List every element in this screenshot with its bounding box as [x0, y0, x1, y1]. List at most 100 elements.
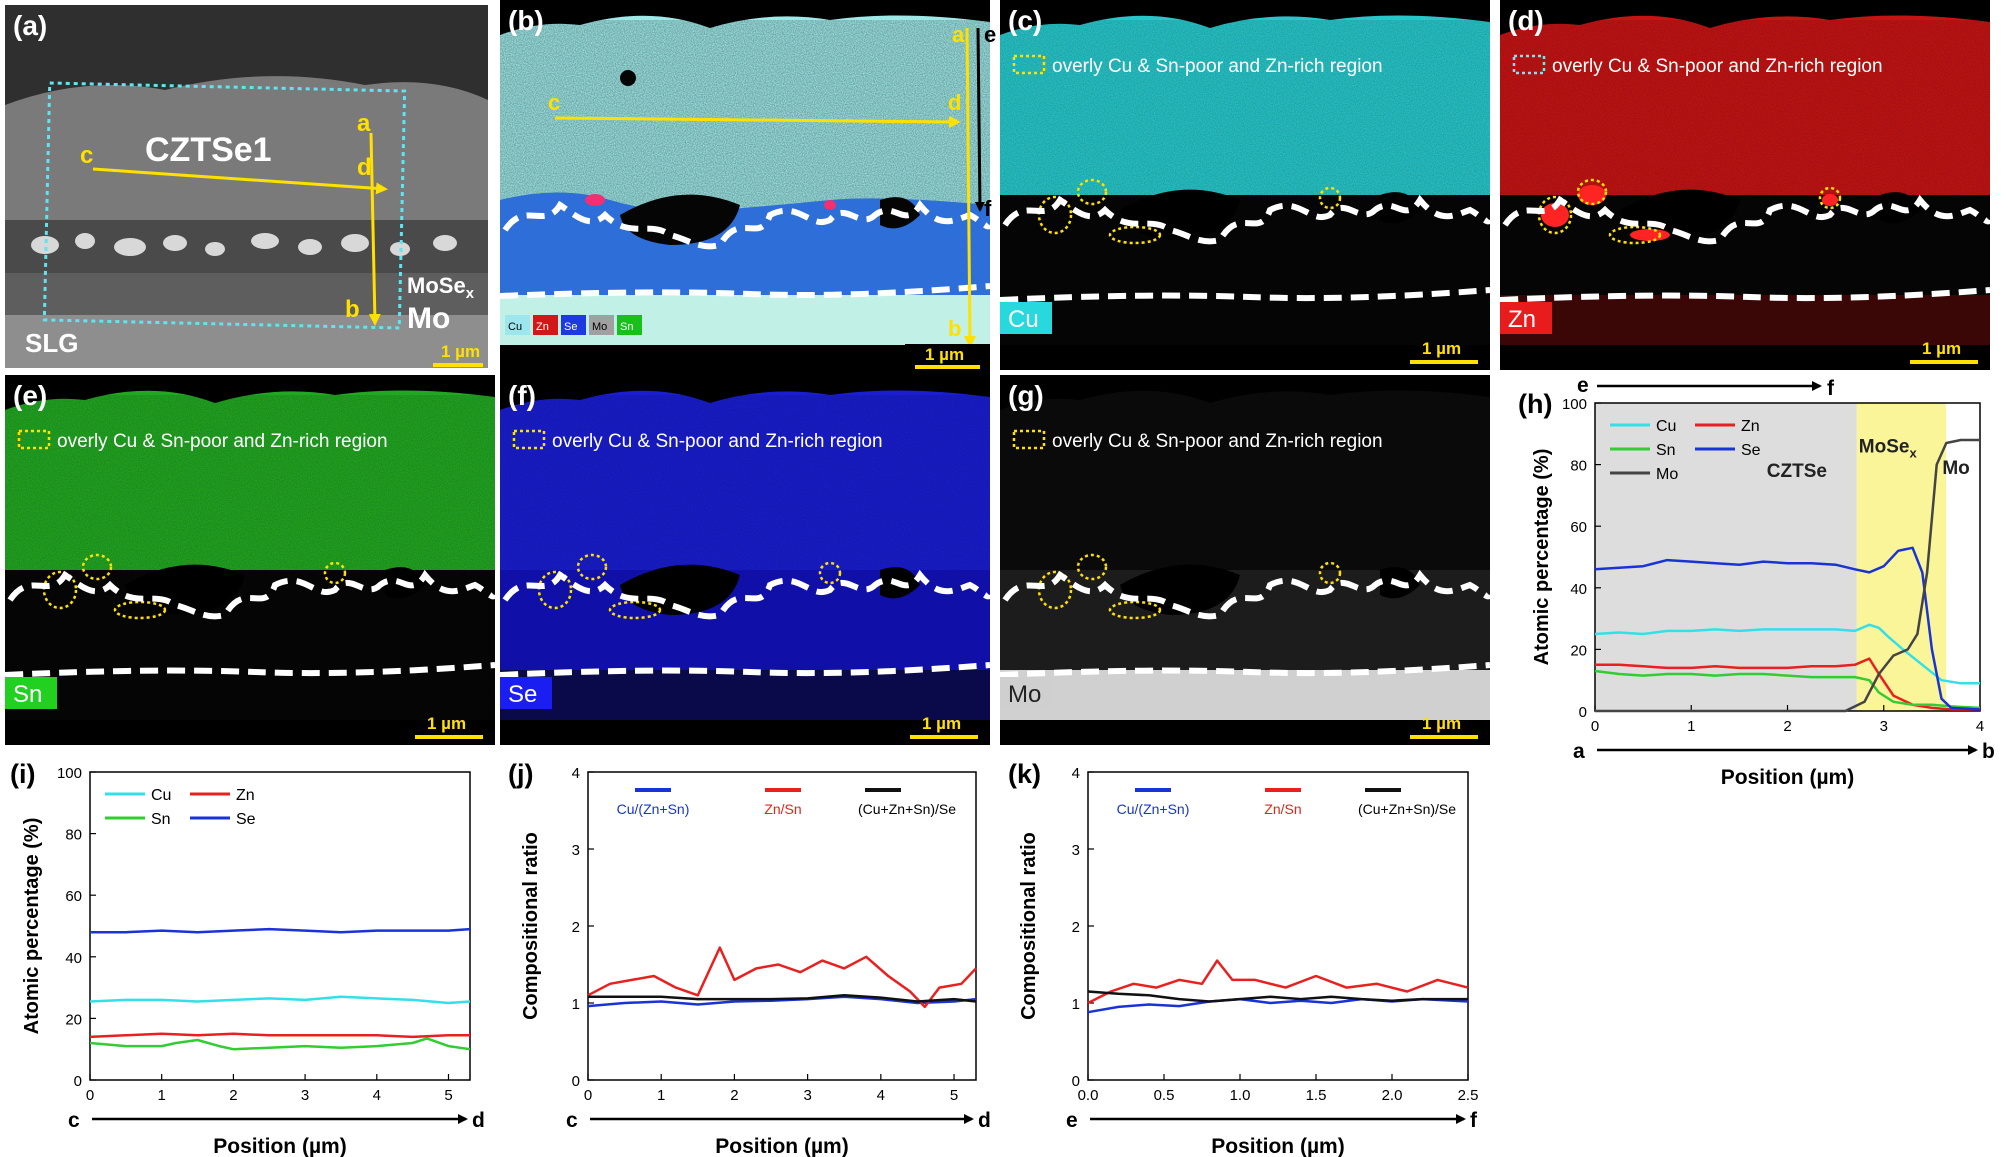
pores	[31, 233, 457, 256]
region-label: MoSex	[1859, 436, 1918, 460]
scale-label: 1 µm	[427, 714, 466, 733]
rich-region-marker	[1108, 600, 1162, 620]
map-texture	[1000, 20, 1490, 200]
legend-label-zn: Zn	[536, 321, 549, 333]
series-line-cu	[1594, 623, 1980, 685]
y-tick-label: 2	[572, 919, 580, 936]
x-tick-label: 4	[877, 1087, 885, 1104]
rich-region-marker	[608, 600, 662, 620]
dashed-boundary-top	[502, 569, 993, 620]
region-note: overly Cu & Sn-poor and Zn-rich region	[1552, 56, 1883, 77]
legend-label: (Cu+Zn+Sn)/Se	[1358, 801, 1456, 817]
line-c-d	[92, 167, 388, 195]
plot-frame	[89, 771, 471, 1081]
x-tick-label: 4	[373, 1087, 381, 1104]
point-f: f	[984, 196, 992, 221]
y-tick-label: 0	[1072, 1073, 1080, 1090]
arrow-start-label: c	[566, 1109, 578, 1132]
y-tick-label: 40	[1570, 581, 1587, 598]
x-tick-label: 3	[803, 1087, 811, 1104]
slg-label: SLG	[25, 328, 78, 358]
element-tag: Mo	[1008, 681, 1041, 708]
region-note: overly Cu & Sn-poor and Zn-rich region	[1052, 431, 1383, 452]
series-line-sn	[1594, 669, 1981, 710]
region-note: overly Cu & Sn-poor and Zn-rich region	[57, 431, 388, 452]
panel-c: (c) overly Cu & Sn-poor and Zn-rich regio…	[999, 0, 1493, 370]
legend-label: Cu/(Zn+Sn)	[617, 801, 690, 817]
legend-label: (Cu+Zn+Sn)/Se	[858, 801, 956, 817]
y-axis-label: Compositional ratio	[520, 832, 542, 1020]
panel-label: (e)	[13, 380, 47, 411]
dashed-boundary-bottom	[4, 662, 496, 678]
series-line-zn	[89, 1032, 470, 1039]
series-line--cu-zn-sn-se	[588, 994, 977, 1003]
panel-f: (f) overly Cu & Sn-poor and Zn-rich regio…	[499, 375, 993, 745]
region-mo	[1946, 403, 1980, 711]
arrow-end-label: f	[1827, 377, 1835, 400]
plot-frame	[1087, 771, 1469, 1081]
legend-label: Cu/(Zn+Sn)	[1117, 801, 1190, 817]
y-tick-label: 3	[572, 842, 580, 859]
note-marker	[1012, 429, 1046, 450]
element-tag-bg	[5, 677, 57, 709]
y-tick-label: 100	[57, 765, 82, 782]
x-axis-label: Position (µm)	[1721, 766, 1854, 789]
y-tick-label: 4	[572, 765, 580, 782]
point-b: b	[948, 316, 961, 341]
mo-label: Mo	[407, 302, 450, 335]
region-note: overly Cu & Sn-poor and Zn-rich region	[1052, 56, 1383, 77]
y-tick-label: 0	[74, 1073, 82, 1090]
chart-j: 0 1 2 3 4 0 1 2 3 4 5 Cu/(Zn+Sn) Zn/Sn (Cu+Zn+Sn)/Se (…	[508, 759, 991, 1157]
panel-label: (g)	[1008, 380, 1044, 411]
y-tick-label: 20	[65, 1011, 82, 1028]
legend-label: Zn	[236, 787, 255, 804]
zn-rich-spot	[1630, 229, 1670, 241]
x-tick-label: 1	[657, 1087, 665, 1104]
element-legend: Cu Zn Se Mo Sn	[505, 315, 642, 335]
panel-label: (i)	[10, 759, 35, 789]
legend-swatch-se	[561, 315, 586, 335]
selection-box	[42, 81, 407, 330]
y-tick-label: 2	[1072, 919, 1080, 936]
x-tick-label: 3	[301, 1087, 309, 1104]
y-tick-label: 40	[65, 950, 82, 967]
point-e: e	[984, 22, 996, 47]
rich-region-marker	[42, 570, 78, 610]
line-a-b	[368, 132, 381, 326]
panel-d: (d) overly Cu & Sn-poor and Zn-rich regio…	[1499, 0, 1993, 370]
dashed-boundary-bottom	[499, 662, 991, 678]
rich-region-marker	[1537, 195, 1573, 235]
dashed-boundary-top	[7, 569, 498, 620]
legend-label: Sn	[1656, 442, 1676, 459]
mo-band	[500, 670, 990, 720]
arrow-end-label: d	[978, 1109, 991, 1132]
map-texture	[500, 395, 990, 575]
y-tick-label: 0	[572, 1073, 580, 1090]
layer-label: CZTSe1	[145, 131, 272, 169]
czts-region	[1000, 390, 1490, 575]
map-texture	[1500, 20, 1990, 200]
x-tick-label: 5	[950, 1087, 958, 1104]
rich-region-marker	[1318, 186, 1342, 210]
region-note: overly Cu & Sn-poor and Zn-rich region	[552, 431, 883, 452]
rich-region-marker	[1037, 570, 1073, 610]
legend-label: Zn/Sn	[764, 801, 801, 817]
x-tick-label: 2	[229, 1087, 237, 1104]
rich-region-marker	[537, 570, 573, 610]
rich-region-marker	[1076, 178, 1108, 206]
region-label: Mo	[1942, 458, 1969, 479]
y-axis-label: Compositional ratio	[1018, 832, 1040, 1020]
dashed-boundary-bottom	[499, 283, 991, 299]
element-maps: (c) overly Cu & Sn-poor and Zn-rich regio…	[4, 0, 1993, 745]
rich-region-marker	[1318, 561, 1342, 585]
element-tag: Sn	[13, 681, 42, 708]
legend-label: Se	[236, 811, 256, 828]
legend-label: Cu	[151, 787, 171, 804]
x-tick-label: 2.5	[1458, 1087, 1479, 1104]
legend-label-se: Se	[564, 321, 577, 333]
rich-region-marker	[1608, 225, 1662, 245]
note-marker	[1512, 54, 1546, 75]
mose-label: MoSex	[407, 273, 475, 302]
plot-frame	[587, 771, 977, 1081]
x-tick-label: 2	[730, 1087, 738, 1104]
